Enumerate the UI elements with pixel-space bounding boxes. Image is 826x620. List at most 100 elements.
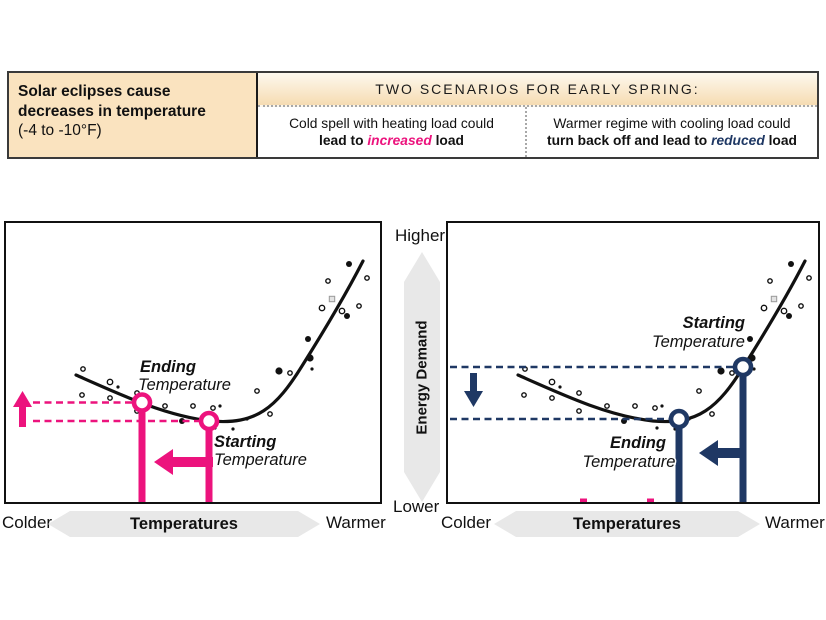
scatter-point [346, 261, 352, 267]
cooling-scenario-chart: Starting Temperature Ending Temperature [446, 221, 820, 504]
scatter-point [806, 275, 812, 281]
higher-label: Higher [395, 226, 446, 245]
scatter-point [116, 385, 120, 389]
scatter-point [652, 405, 658, 411]
scatter-point [106, 378, 114, 386]
demand-change-arrow-head [464, 391, 483, 407]
starting-temperature-label-bold: Starting [214, 433, 276, 451]
starting-temperature-label-italic: Temperature [214, 451, 307, 469]
highlight-reduced: reduced [711, 133, 765, 148]
temperatures-label-right: Temperatures [573, 514, 681, 533]
eclipse-title-line2: decreases in temperature [18, 102, 206, 120]
scatter-point [80, 366, 86, 372]
scatter-point [729, 370, 735, 376]
eclipse-title-line1: Solar eclipses cause [18, 83, 171, 100]
temperature-axis-arrow-right: Temperatures [494, 511, 760, 537]
scatter-point [338, 307, 346, 315]
scatter-point [162, 403, 168, 409]
scatter-point [576, 408, 582, 414]
scenarios-header: TWO SCENARIOS FOR EARLY SPRING: [258, 73, 817, 107]
ending-temperature-label-italic: Temperature [583, 453, 676, 471]
starting-temperature-label-italic: Temperature [652, 333, 745, 351]
scatter-point [267, 411, 273, 417]
scatter-point [558, 385, 562, 389]
scatter-point [210, 405, 216, 411]
scenario-cooling-line1: Warmer regime with cooling load could [553, 115, 791, 131]
ending-temperature-label-bold: Ending [610, 434, 666, 452]
scatter-point [767, 278, 773, 284]
scenario-cooling-suffix: load [764, 133, 797, 148]
temperature-shift-arrow-shaft [173, 457, 213, 467]
starting-temperature-marker [732, 356, 754, 378]
energy-demand-axis-label: Energy Demand [413, 319, 431, 435]
scenario-cooling-prefix: turn back off and lead to [547, 133, 712, 148]
scatter-point-square [328, 295, 336, 303]
scatter-point [576, 390, 582, 396]
stray-tick [647, 498, 654, 502]
starting-temperature-marker [198, 410, 220, 432]
warmer-label-right: Warmer [765, 513, 825, 532]
scatter-point [218, 404, 222, 408]
info-table: Solar eclipses cause decreases in temper… [7, 71, 819, 159]
scatter-point [696, 388, 702, 394]
scenarios-section: TWO SCENARIOS FOR EARLY SPRING: Cold spe… [258, 73, 817, 157]
colder-label-right: Colder [441, 513, 492, 532]
scatter-point [798, 303, 804, 309]
scenario-cell-heating: Cold spell with heating load could lead … [258, 107, 527, 157]
heating-scenario-chart: Ending Temperature Starting Temperature [4, 221, 382, 504]
ending-temperature-label-italic: Temperature [138, 376, 231, 394]
scatter-point [660, 404, 664, 408]
scatter-point [655, 426, 659, 430]
scatter-point-square [770, 295, 778, 303]
scatter-point [549, 395, 555, 401]
scatter-point [548, 378, 556, 386]
highlight-increased: increased [367, 133, 432, 148]
scatter-point [747, 336, 753, 342]
scenarios-row: Cold spell with heating load could lead … [258, 107, 817, 157]
temperature-shift-arrow-head [154, 449, 173, 475]
scatter-point [254, 388, 260, 394]
scenario-heating-prefix: lead to [319, 133, 368, 148]
scatter-point [521, 392, 527, 398]
starting-temperature-label-bold: Starting [683, 314, 745, 332]
scatter-point [356, 303, 362, 309]
scatter-point [310, 367, 314, 371]
scatter-point [305, 336, 311, 342]
scatter-point [760, 304, 768, 312]
scatter-point [717, 367, 725, 375]
eclipse-effect-cell: Solar eclipses cause decreases in temper… [9, 73, 258, 157]
scatter-point [318, 304, 326, 312]
warmer-label-left: Warmer [326, 513, 386, 532]
ending-temperature-marker [131, 392, 153, 413]
demand-change-arrow-head [13, 391, 32, 407]
scenario-cell-cooling: Warmer regime with cooling load could tu… [527, 107, 817, 157]
scatter-point [107, 395, 113, 401]
temperatures-label-left: Temperatures [130, 514, 238, 533]
colder-label-left: Colder [2, 513, 53, 532]
scatter-point [231, 427, 235, 431]
temperature-shift-arrow-head [699, 440, 718, 466]
demand-change-arrow-shaft [470, 373, 477, 391]
scatter-point [788, 261, 794, 267]
energy-demand-curve [74, 259, 365, 424]
scatter-point [344, 313, 350, 319]
temperature-shift-arrow-shaft [718, 448, 746, 458]
scatter-point [275, 367, 283, 375]
scatter-point [179, 418, 185, 424]
scatter-point [632, 403, 638, 409]
scatter-point [325, 278, 331, 284]
stray-tick [580, 498, 587, 502]
scatter-point [364, 275, 370, 281]
scatter-point [287, 370, 293, 376]
scatter-point [79, 392, 85, 398]
scatter-point [709, 411, 715, 417]
lower-label: Lower [393, 497, 440, 516]
demand-change-arrow-shaft [19, 407, 26, 427]
scenario-heating-suffix: load [431, 133, 464, 148]
scenario-heating-line1: Cold spell with heating load could [289, 115, 494, 131]
scatter-point [786, 313, 792, 319]
scenario-heating-line2: lead to increased load [319, 132, 464, 150]
